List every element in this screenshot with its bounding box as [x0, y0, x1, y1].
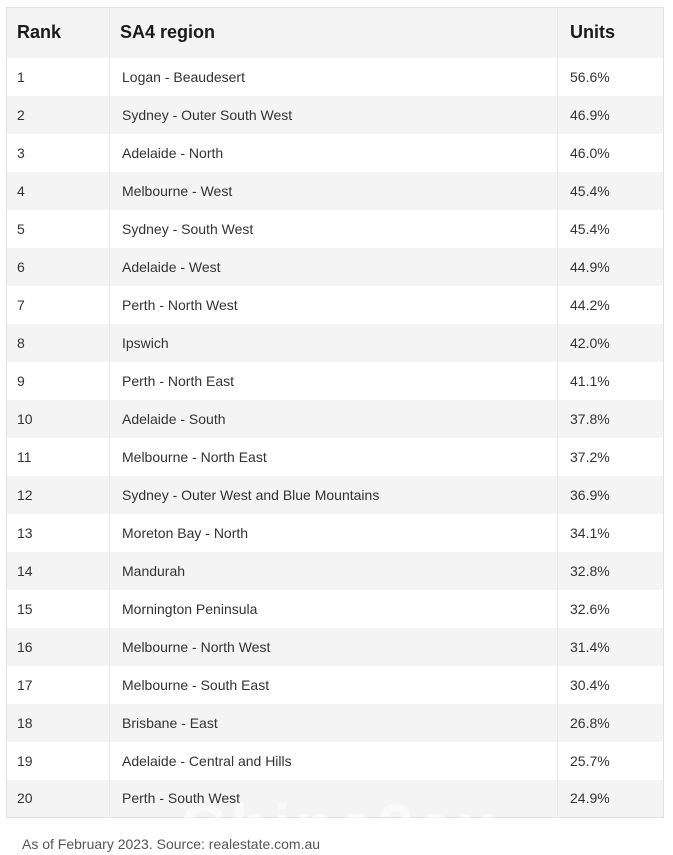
units-cell: 37.2% [570, 448, 610, 465]
rank-cell: 11 [6, 437, 110, 476]
region-cell: Brisbane - East [109, 703, 558, 742]
units-cell: 24.9% [570, 790, 610, 807]
rank-cell: 9 [6, 361, 110, 400]
units-cell: 41.1% [570, 372, 610, 389]
region-cell: Melbourne - West [109, 171, 558, 210]
units-cell: 42.0% [570, 334, 610, 351]
region-cell: Ipswich [109, 323, 558, 362]
table-row: 10 Adelaide - South 37.8% [6, 399, 664, 438]
region-cell: Mandurah [109, 551, 558, 590]
region-cell: Logan - Beaudesert [109, 57, 558, 96]
rank-cell: 15 [6, 589, 110, 628]
units-cell: 37.8% [570, 410, 610, 427]
table-row: 12 Sydney - Outer West and Blue Mountains… [6, 475, 664, 514]
region-cell: Adelaide - West [109, 247, 558, 286]
rank-cell: 12 [6, 475, 110, 514]
ranking-table: Rank SA4 region Units 1 Logan - Beaudeser… [6, 7, 664, 818]
table-row: 7 Perth - North West 44.2% [6, 285, 664, 324]
units-cell: 56.6% [570, 68, 610, 85]
units-cell: 34.1% [570, 524, 610, 541]
rank-cell: 10 [6, 399, 110, 438]
region-cell: Moreton Bay - North [109, 513, 558, 552]
units-cell: 30.4% [570, 676, 610, 693]
region-cell: Mornington Peninsula [109, 589, 558, 628]
table-body: 1 Logan - Beaudesert 56.6% 2 Sydney - Outer … [6, 57, 664, 818]
units-cell: 46.9% [570, 106, 610, 123]
units-cell: 45.4% [570, 220, 610, 237]
units-cell: 44.9% [570, 258, 610, 275]
region-cell: Adelaide - North [109, 133, 558, 172]
table-row: 18 Brisbane - East 26.8% [6, 703, 664, 742]
rank-cell: 19 [6, 741, 110, 780]
table-row: 16 Melbourne - North West 31.4% [6, 627, 664, 666]
region-cell: Melbourne - North West [109, 627, 558, 666]
units-cell: 32.6% [570, 600, 610, 617]
table-row: 15 Mornington Peninsula 32.6% [6, 589, 664, 628]
header-rank: Rank [6, 7, 110, 58]
table-row: 3 Adelaide - North 46.0% [6, 133, 664, 172]
region-cell: Sydney - South West [109, 209, 558, 248]
header-units: Units [570, 22, 615, 43]
rank-cell: 8 [6, 323, 110, 362]
units-cell: 26.8% [570, 714, 610, 731]
units-cell: 36.9% [570, 486, 610, 503]
region-cell: Perth - South West [109, 779, 558, 818]
table-row: 17 Melbourne - South East 30.4% [6, 665, 664, 704]
table-row: 13 Moreton Bay - North 34.1% [6, 513, 664, 552]
region-cell: Adelaide - Central and Hills [109, 741, 558, 780]
rank-cell: 17 [6, 665, 110, 704]
table-header: Rank SA4 region Units [6, 7, 664, 58]
table-row: 8 Ipswich 42.0% [6, 323, 664, 362]
rank-cell: 5 [6, 209, 110, 248]
table-row: 20 Perth - South West 24.9% [6, 779, 664, 818]
region-cell: Perth - North West [109, 285, 558, 324]
region-cell: Sydney - Outer West and Blue Mountains [109, 475, 558, 514]
table-row: 4 Melbourne - West 45.4% [6, 171, 664, 210]
table-row: 14 Mandurah 32.8% [6, 551, 664, 590]
rank-cell: 18 [6, 703, 110, 742]
table-row: 19 Adelaide - Central and Hills 25.7% [6, 741, 664, 780]
units-cell: 25.7% [570, 752, 610, 769]
units-cell: 31.4% [570, 638, 610, 655]
rank-cell: 3 [6, 133, 110, 172]
header-region: SA4 region [109, 7, 558, 58]
units-cell: 45.4% [570, 182, 610, 199]
rank-cell: 13 [6, 513, 110, 552]
units-cell: 32.8% [570, 562, 610, 579]
rank-cell: 1 [6, 57, 110, 96]
region-cell: Melbourne - South East [109, 665, 558, 704]
rank-cell: 4 [6, 171, 110, 210]
rank-cell: 2 [6, 95, 110, 134]
header-row: Rank SA4 region Units [6, 7, 664, 58]
rank-cell: 20 [6, 779, 110, 818]
rank-cell: 7 [6, 285, 110, 324]
table-row: 6 Adelaide - West 44.9% [6, 247, 664, 286]
region-cell: Melbourne - North East [109, 437, 558, 476]
region-cell: Adelaide - South [109, 399, 558, 438]
units-cell: 46.0% [570, 144, 610, 161]
rank-cell: 16 [6, 627, 110, 666]
table-row: 11 Melbourne - North East 37.2% [6, 437, 664, 476]
region-cell: Perth - North East [109, 361, 558, 400]
table-row: 1 Logan - Beaudesert 56.6% [6, 57, 664, 96]
rank-cell: 14 [6, 551, 110, 590]
region-cell: Sydney - Outer South West [109, 95, 558, 134]
units-cell: 44.2% [570, 296, 610, 313]
table-row: 5 Sydney - South West 45.4% [6, 209, 664, 248]
rank-cell: 6 [6, 247, 110, 286]
table-row: 9 Perth - North East 41.1% [6, 361, 664, 400]
table-row: 2 Sydney - Outer South West 46.9% [6, 95, 664, 134]
table-caption: As of February 2023. Source: realestate.… [22, 836, 321, 852]
